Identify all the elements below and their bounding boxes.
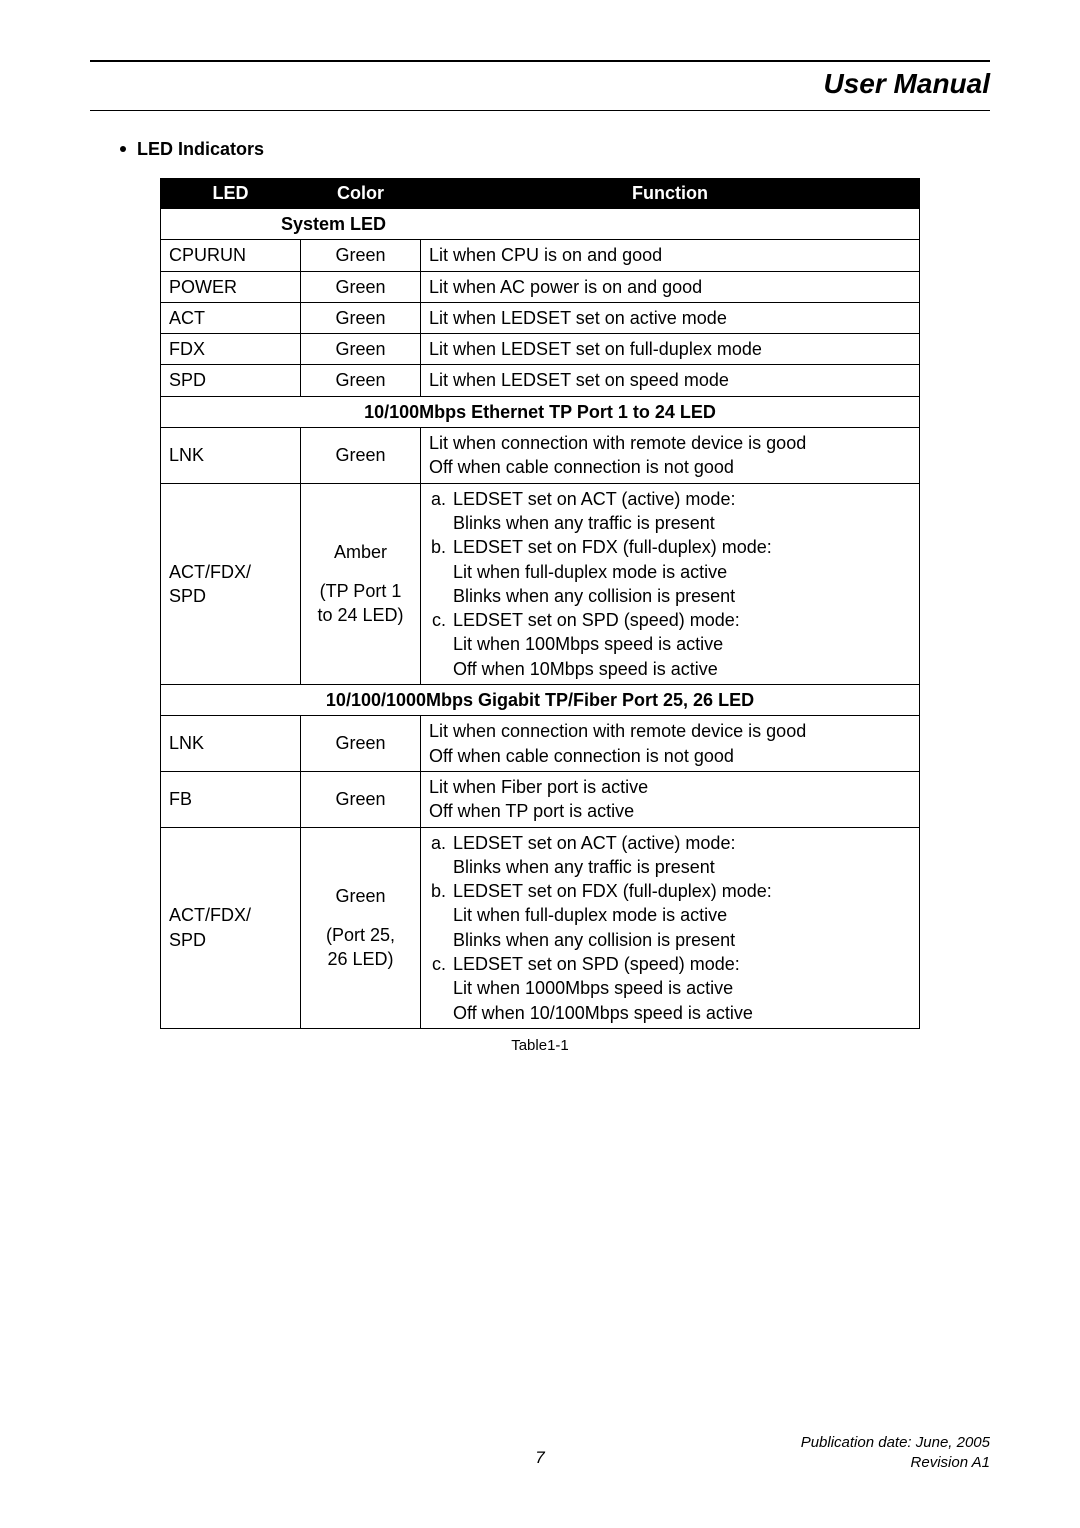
led-cell: ACT/FDX/ SPD: [161, 483, 301, 684]
color-line: 26 LED): [309, 947, 412, 971]
fn-line: LEDSET set on FDX (full-duplex) mode:: [453, 881, 772, 901]
led-cell: FDX: [161, 334, 301, 365]
function-cell: Lit when LEDSET set on active mode: [421, 302, 920, 333]
table-row: ACT/FDX/ SPD Amber (TP Port 1 to 24 LED)…: [161, 483, 920, 684]
publication-info: Publication date: June, 2005 Revision A1: [801, 1433, 990, 1472]
led-cell: FB: [161, 771, 301, 827]
function-cell: LEDSET set on ACT (active) mode: Blinks …: [421, 827, 920, 1028]
bullet-icon: [120, 146, 126, 152]
color-cell: Green: [301, 771, 421, 827]
led-cell: ACT: [161, 302, 301, 333]
fn-item-a: LEDSET set on ACT (active) mode: Blinks …: [451, 831, 911, 880]
fn-line: Off when cable connection is not good: [429, 455, 911, 479]
table-row: CPURUN Green Lit when CPU is on and good: [161, 240, 920, 271]
group3-title: 10/100/1000Mbps Gigabit TP/Fiber Port 25…: [161, 685, 920, 716]
function-cell: Lit when LEDSET set on full-duplex mode: [421, 334, 920, 365]
color-line: (TP Port 1: [309, 579, 412, 603]
color-cell: Green: [301, 271, 421, 302]
table-row: LNK Green Lit when connection with remot…: [161, 716, 920, 772]
table-row: FDX Green Lit when LEDSET set on full-du…: [161, 334, 920, 365]
fn-line: LEDSET set on SPD (speed) mode:: [453, 610, 740, 630]
fn-line: Lit when 100Mbps speed is active: [453, 632, 911, 656]
fn-line: Blinks when any traffic is present: [453, 511, 911, 535]
led-cell: LNK: [161, 428, 301, 484]
led-table: LED Color Function System LED CPURUN Gre…: [160, 178, 920, 1029]
led-cell: LNK: [161, 716, 301, 772]
fn-line: LEDSET set on ACT (active) mode:: [453, 833, 735, 853]
page-header-title: User Manual: [90, 62, 990, 111]
fn-line: Lit when full-duplex mode is active: [453, 903, 911, 927]
fn-line: LEDSET set on ACT (active) mode:: [453, 489, 735, 509]
color-cell: Green: [301, 365, 421, 396]
fn-line: Lit when connection with remote device i…: [429, 431, 911, 455]
color-cell: Green: [301, 240, 421, 271]
function-cell: Lit when LEDSET set on speed mode: [421, 365, 920, 396]
fn-line: Lit when connection with remote device i…: [429, 719, 911, 743]
led-cell: CPURUN: [161, 240, 301, 271]
fn-item-a: LEDSET set on ACT (active) mode: Blinks …: [451, 487, 911, 536]
color-cell: Green: [301, 334, 421, 365]
function-cell: Lit when AC power is on and good: [421, 271, 920, 302]
pub-date: Publication date: June, 2005: [801, 1433, 990, 1453]
fn-line: LEDSET set on FDX (full-duplex) mode:: [453, 537, 772, 557]
fn-item-b: LEDSET set on FDX (full-duplex) mode: Li…: [451, 879, 911, 952]
section-heading-text: LED Indicators: [137, 139, 264, 159]
fn-line: Lit when 1000Mbps speed is active: [453, 976, 911, 1000]
fn-line: Off when cable connection is not good: [429, 744, 911, 768]
led-cell: ACT/FDX/ SPD: [161, 827, 301, 1028]
th-function: Function: [421, 179, 920, 209]
group1-title: System LED: [161, 209, 920, 240]
color-line: Amber: [309, 540, 412, 564]
fn-line: Blinks when any collision is present: [453, 584, 911, 608]
fn-line: Lit when full-duplex mode is active: [453, 560, 911, 584]
color-cell: Green (Port 25, 26 LED): [301, 827, 421, 1028]
function-cell: LEDSET set on ACT (active) mode: Blinks …: [421, 483, 920, 684]
th-led: LED: [161, 179, 301, 209]
group2-title: 10/100Mbps Ethernet TP Port 1 to 24 LED: [161, 396, 920, 427]
color-line: Green: [309, 884, 412, 908]
table-caption: Table1-1: [90, 1037, 990, 1054]
color-cell: Green: [301, 716, 421, 772]
fn-line: Off when 10/100Mbps speed is active: [453, 1001, 911, 1025]
fn-line: Off when 10Mbps speed is active: [453, 657, 911, 681]
function-cell: Lit when Fiber port is active Off when T…: [421, 771, 920, 827]
led-cell: POWER: [161, 271, 301, 302]
th-color: Color: [301, 179, 421, 209]
color-line: (Port 25,: [309, 923, 412, 947]
fn-item-c: LEDSET set on SPD (speed) mode: Lit when…: [451, 608, 911, 681]
table-row: LNK Green Lit when connection with remot…: [161, 428, 920, 484]
fn-line: Blinks when any traffic is present: [453, 855, 911, 879]
table-row: POWER Green Lit when AC power is on and …: [161, 271, 920, 302]
function-cell: Lit when connection with remote device i…: [421, 428, 920, 484]
page-footer: 7 Publication date: June, 2005 Revision …: [90, 1448, 990, 1468]
section-heading: LED Indicators: [120, 139, 990, 160]
fn-line: LEDSET set on SPD (speed) mode:: [453, 954, 740, 974]
function-cell: Lit when CPU is on and good: [421, 240, 920, 271]
fn-item-c: LEDSET set on SPD (speed) mode: Lit when…: [451, 952, 911, 1025]
led-cell: SPD: [161, 365, 301, 396]
fn-line: Off when TP port is active: [429, 799, 911, 823]
table-row: ACT/FDX/ SPD Green (Port 25, 26 LED) LED…: [161, 827, 920, 1028]
fn-item-b: LEDSET set on FDX (full-duplex) mode: Li…: [451, 535, 911, 608]
pub-revision: Revision A1: [801, 1453, 990, 1473]
table-row: SPD Green Lit when LEDSET set on speed m…: [161, 365, 920, 396]
fn-line: Lit when Fiber port is active: [429, 775, 911, 799]
color-line: to 24 LED): [309, 603, 412, 627]
color-cell: Amber (TP Port 1 to 24 LED): [301, 483, 421, 684]
table-row: FB Green Lit when Fiber port is active O…: [161, 771, 920, 827]
color-cell: Green: [301, 302, 421, 333]
color-cell: Green: [301, 428, 421, 484]
function-cell: Lit when connection with remote device i…: [421, 716, 920, 772]
table-row: ACT Green Lit when LEDSET set on active …: [161, 302, 920, 333]
fn-line: Blinks when any collision is present: [453, 928, 911, 952]
